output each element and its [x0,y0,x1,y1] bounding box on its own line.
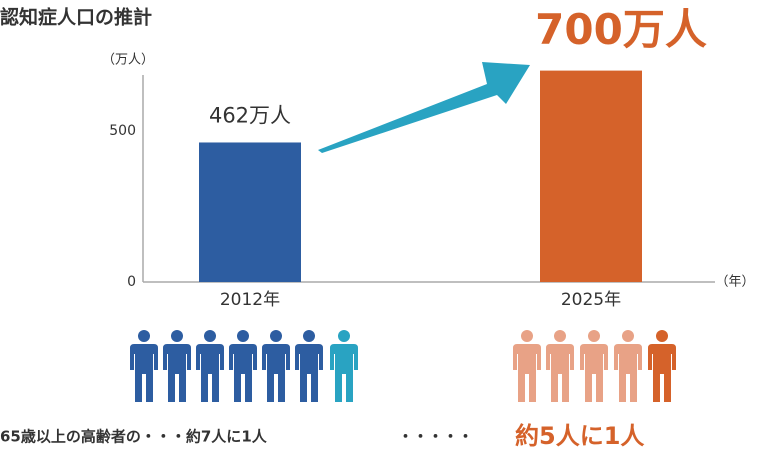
y-tick-label: 0 [127,274,136,290]
person-icon [614,330,642,402]
x-tick-label: 2012年 [220,290,280,310]
value-label: 700万人 [535,5,707,54]
person-icon [513,330,541,402]
value-label: 462万人 [209,103,291,127]
y-tick-label: 500 [109,123,136,139]
x-axis-label: （年） [715,275,754,290]
growth-arrow [318,62,530,153]
people-2025 [513,330,676,402]
person-icon [330,330,358,402]
chart-title: 認知症人口の推計 [0,6,152,29]
person-icon [295,330,323,402]
people-2012 [130,330,358,402]
bar [199,142,301,282]
person-icon [546,330,574,402]
person-icon [262,330,290,402]
person-icon [648,330,676,402]
person-icon [580,330,608,402]
x-tick-label: 2025年 [561,290,621,310]
person-icon [196,330,224,402]
y-axis-label: （万人） [102,53,154,68]
note-dots: ・・・・・ [398,428,473,446]
note-text: 65歳以上の高齢者の・・・約7人に1人 [0,428,268,446]
person-icon [130,330,158,402]
bar [540,70,642,282]
person-icon [229,330,257,402]
note-highlight: 約5人に1人 [515,422,644,450]
person-icon [163,330,191,402]
